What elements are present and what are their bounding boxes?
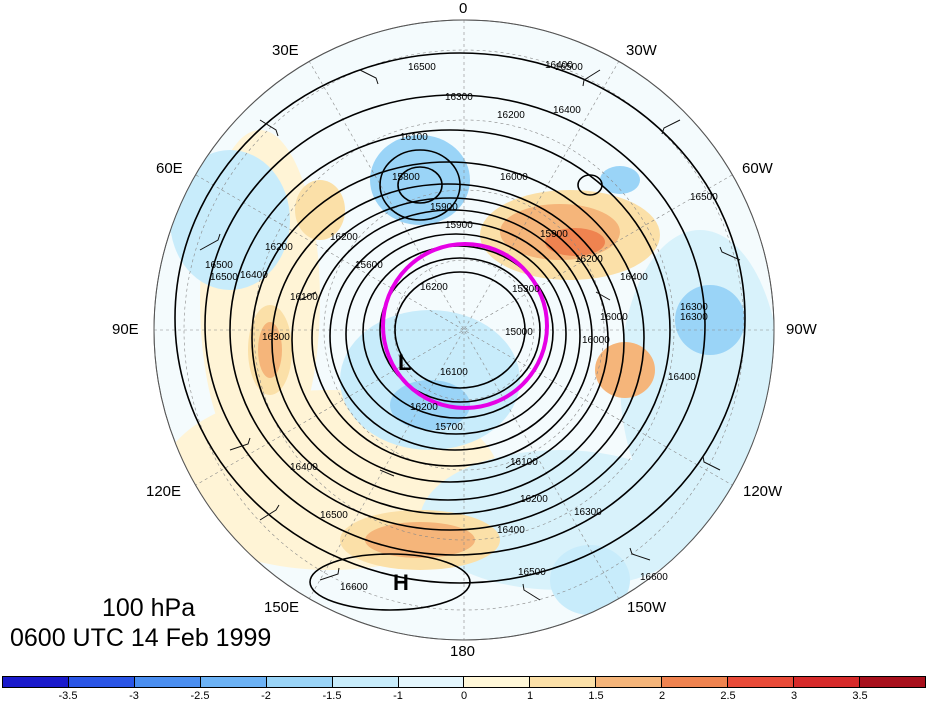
colorbar-cell xyxy=(596,677,663,687)
contour-label: 16400 xyxy=(240,270,268,281)
contour-label: 15900 xyxy=(540,229,568,240)
contour-label: 16100 xyxy=(400,132,428,143)
contour-label: 16200 xyxy=(520,494,548,505)
contour-label: 15900 xyxy=(430,202,458,213)
colorbar-cell xyxy=(266,677,333,687)
lon-label-150w: 150W xyxy=(627,599,667,616)
lon-label-90w: 90W xyxy=(786,321,817,338)
contour-label: 16200 xyxy=(575,254,603,265)
contour-label: 16400 xyxy=(668,372,696,383)
contour-label: 16200 xyxy=(497,110,525,121)
contour-label: 16200 xyxy=(330,232,358,243)
contour-label-group: 16500 16300 16400 16400 16100 16200 1580… xyxy=(205,60,718,593)
colorbar-cell xyxy=(200,677,267,687)
contour-label: 16100 xyxy=(290,292,318,303)
caption-level: 100 hPa xyxy=(102,594,196,622)
colorbar-tick-label: -2.5 xyxy=(190,690,210,702)
highlight-circle xyxy=(381,242,549,410)
colorbar-tick-label: -3.5 xyxy=(58,690,78,702)
contour-label: 15000 xyxy=(505,327,533,338)
colorbar-cell xyxy=(530,677,597,687)
colorbar-tick-label: 1 xyxy=(526,690,534,702)
lon-label-120e: 120E xyxy=(146,483,182,500)
contour-label: 16300 xyxy=(574,507,602,518)
contour-label: 16300 xyxy=(680,312,708,323)
contour-label: 15800 xyxy=(392,172,420,183)
high-pressure-marker: H xyxy=(393,570,409,595)
lon-label-60e: 60E xyxy=(156,160,183,177)
contour-label: 16400 xyxy=(290,462,318,473)
shading-layer xyxy=(154,20,774,640)
colorbar-cell xyxy=(332,677,399,687)
colorbar-tick-label: 2.5 xyxy=(720,690,736,702)
contour-label: 16400 xyxy=(553,105,581,116)
contour-label: 16500 xyxy=(555,62,583,73)
colorbar-cell xyxy=(68,677,135,687)
contour-label: 16500 xyxy=(210,272,238,283)
colorbar-tick-label: 2 xyxy=(658,690,666,702)
colorbar-cell xyxy=(859,677,925,687)
colorbar-cell xyxy=(398,677,465,687)
colorbar-tick-label: 3.5 xyxy=(852,690,868,702)
contour-label: 16500 xyxy=(205,260,233,271)
contour-label: 16600 xyxy=(640,572,668,583)
lon-label-120w: 120W xyxy=(743,483,783,500)
colorbar-tick-label: 1.5 xyxy=(588,690,604,702)
colorbar-tick-label: 0 xyxy=(460,690,468,702)
contour-label: 16300 xyxy=(445,92,473,103)
contour-label: 15700 xyxy=(435,422,463,433)
low-pressure-marker: L xyxy=(398,350,411,375)
contour-label: 16300 xyxy=(680,302,708,313)
lon-label-150e: 150E xyxy=(264,599,300,616)
colorbar-tick-label: -1.5 xyxy=(322,690,342,702)
lon-label-0: 0 xyxy=(459,0,468,17)
contour-label: 16000 xyxy=(600,312,628,323)
contour-label: 16400 xyxy=(620,272,648,283)
contour-label: 16500 xyxy=(518,567,546,578)
lon-label-30w: 30W xyxy=(626,42,657,59)
colorbar-cell xyxy=(3,677,69,687)
contour-label: 16200 xyxy=(265,242,293,253)
colorbar-tick-label: -3 xyxy=(129,690,139,702)
lon-label-30e: 30E xyxy=(272,42,299,59)
contour-label: 16500 xyxy=(408,62,436,73)
contour-label: 15300 xyxy=(512,284,540,295)
contour-label: 16300 xyxy=(262,332,290,343)
caption-time: 0600 UTC 14 Feb 1999 xyxy=(10,624,272,652)
contour-label: 16200 xyxy=(410,402,438,413)
contour-label: 16100 xyxy=(440,367,468,378)
colorbar-cell xyxy=(728,677,795,687)
colorbar-tick-label: 3 xyxy=(790,690,798,702)
lon-label-60w: 60W xyxy=(742,160,773,177)
contour-label: 16500 xyxy=(320,510,348,521)
colorbar-tick-label: -1 xyxy=(393,690,403,702)
colorbar-tick-label: -2 xyxy=(261,690,271,702)
contour-label: 16100 xyxy=(510,457,538,468)
contour-label: 16200 xyxy=(420,282,448,293)
colorbar xyxy=(2,676,926,688)
contour-label: 16500 xyxy=(690,192,718,203)
lon-label-90e: 90E xyxy=(112,321,139,338)
colorbar-cell xyxy=(134,677,201,687)
contour-label: 16000 xyxy=(500,172,528,183)
colorbar-cell xyxy=(464,677,531,687)
lon-label-180: 180 xyxy=(450,643,476,660)
contour-label: 16400 xyxy=(545,60,573,71)
colorbar-cell xyxy=(662,677,729,687)
contour-label: 16400 xyxy=(497,525,525,536)
contour-label: 15600 xyxy=(355,260,383,271)
colorbar-cell xyxy=(794,677,860,687)
contour-label: 15900 xyxy=(445,220,473,231)
contour-label: 16600 xyxy=(340,582,368,593)
contour-label: 16000 xyxy=(582,335,610,346)
